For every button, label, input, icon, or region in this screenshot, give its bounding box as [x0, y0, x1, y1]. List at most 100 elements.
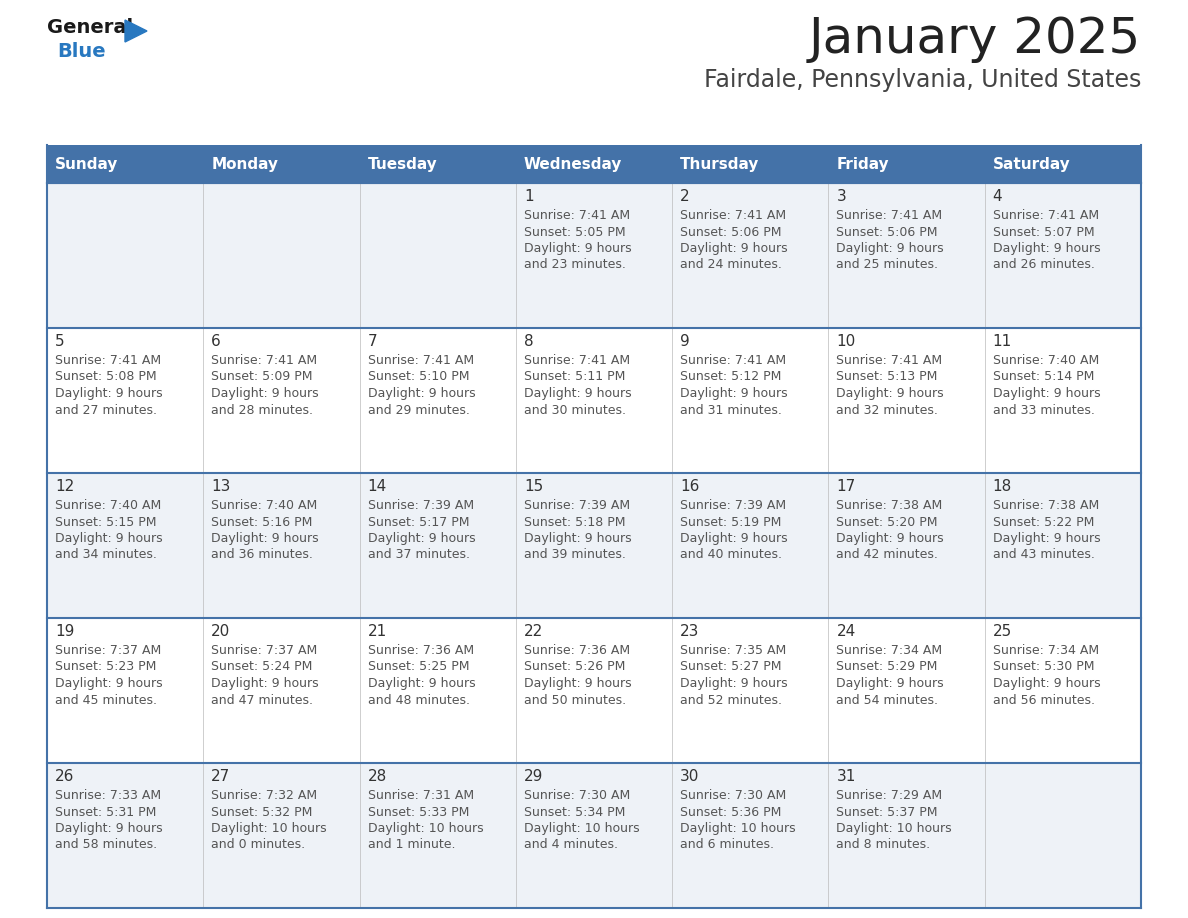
- Text: and 0 minutes.: and 0 minutes.: [211, 838, 305, 852]
- Text: Daylight: 9 hours: Daylight: 9 hours: [681, 387, 788, 400]
- Text: Monday: Monday: [211, 156, 278, 172]
- Text: Sunrise: 7:39 AM: Sunrise: 7:39 AM: [524, 499, 630, 512]
- Bar: [48, 183, 203, 328]
- Text: 8: 8: [524, 334, 533, 349]
- Text: Daylight: 9 hours: Daylight: 9 hours: [836, 677, 944, 690]
- Text: 24: 24: [836, 624, 855, 639]
- Text: Blue: Blue: [57, 42, 106, 61]
- Text: and 23 minutes.: and 23 minutes.: [524, 259, 626, 272]
- Bar: [516, 328, 672, 473]
- Text: 20: 20: [211, 624, 230, 639]
- Text: Sunset: 5:14 PM: Sunset: 5:14 PM: [993, 371, 1094, 384]
- Text: Daylight: 10 hours: Daylight: 10 hours: [681, 822, 796, 835]
- Bar: [672, 328, 828, 473]
- Text: Sunset: 5:37 PM: Sunset: 5:37 PM: [836, 805, 939, 819]
- Text: Daylight: 9 hours: Daylight: 9 hours: [993, 677, 1100, 690]
- Text: Sunrise: 7:38 AM: Sunrise: 7:38 AM: [836, 499, 943, 512]
- Text: Sunrise: 7:35 AM: Sunrise: 7:35 AM: [681, 644, 786, 657]
- Bar: [985, 328, 1140, 473]
- Bar: [516, 618, 672, 763]
- Bar: [828, 473, 985, 618]
- Text: Sunrise: 7:38 AM: Sunrise: 7:38 AM: [993, 499, 1099, 512]
- Text: Daylight: 9 hours: Daylight: 9 hours: [367, 677, 475, 690]
- Text: Sunset: 5:31 PM: Sunset: 5:31 PM: [55, 805, 157, 819]
- Text: 10: 10: [836, 334, 855, 349]
- Text: General: General: [48, 18, 133, 37]
- Text: Sunrise: 7:41 AM: Sunrise: 7:41 AM: [524, 354, 630, 367]
- Text: Sunset: 5:07 PM: Sunset: 5:07 PM: [993, 226, 1094, 239]
- Text: Sunrise: 7:39 AM: Sunrise: 7:39 AM: [367, 499, 474, 512]
- Text: Daylight: 9 hours: Daylight: 9 hours: [836, 387, 944, 400]
- Text: 14: 14: [367, 479, 387, 494]
- Text: Sunset: 5:27 PM: Sunset: 5:27 PM: [681, 660, 782, 674]
- Text: 27: 27: [211, 769, 230, 784]
- Polygon shape: [125, 20, 147, 42]
- Text: 5: 5: [55, 334, 64, 349]
- Text: Sunrise: 7:41 AM: Sunrise: 7:41 AM: [211, 354, 317, 367]
- Text: Sunrise: 7:34 AM: Sunrise: 7:34 AM: [836, 644, 942, 657]
- Text: Daylight: 10 hours: Daylight: 10 hours: [836, 822, 952, 835]
- Text: Sunset: 5:05 PM: Sunset: 5:05 PM: [524, 226, 626, 239]
- Text: Daylight: 10 hours: Daylight: 10 hours: [367, 822, 484, 835]
- Text: Sunrise: 7:33 AM: Sunrise: 7:33 AM: [55, 789, 162, 802]
- Bar: [828, 183, 985, 328]
- Text: Friday: Friday: [836, 156, 889, 172]
- Text: Sunset: 5:25 PM: Sunset: 5:25 PM: [367, 660, 469, 674]
- Text: Sunset: 5:36 PM: Sunset: 5:36 PM: [681, 805, 782, 819]
- Text: Sunset: 5:13 PM: Sunset: 5:13 PM: [836, 371, 937, 384]
- Bar: [672, 183, 828, 328]
- Text: Daylight: 9 hours: Daylight: 9 hours: [681, 532, 788, 545]
- Text: Sunrise: 7:31 AM: Sunrise: 7:31 AM: [367, 789, 474, 802]
- Text: and 24 minutes.: and 24 minutes.: [681, 259, 782, 272]
- Bar: [672, 473, 828, 618]
- Text: Sunset: 5:19 PM: Sunset: 5:19 PM: [681, 516, 782, 529]
- Text: Sunset: 5:11 PM: Sunset: 5:11 PM: [524, 371, 625, 384]
- Text: and 8 minutes.: and 8 minutes.: [836, 838, 930, 852]
- Text: 13: 13: [211, 479, 230, 494]
- Bar: [516, 145, 672, 183]
- Text: Sunset: 5:15 PM: Sunset: 5:15 PM: [55, 516, 157, 529]
- Text: Daylight: 9 hours: Daylight: 9 hours: [993, 532, 1100, 545]
- Text: Daylight: 9 hours: Daylight: 9 hours: [681, 242, 788, 255]
- Bar: [828, 618, 985, 763]
- Text: January 2025: January 2025: [809, 15, 1140, 63]
- Text: Sunset: 5:10 PM: Sunset: 5:10 PM: [367, 371, 469, 384]
- Text: 26: 26: [55, 769, 75, 784]
- Text: 29: 29: [524, 769, 543, 784]
- Text: 16: 16: [681, 479, 700, 494]
- Text: Daylight: 9 hours: Daylight: 9 hours: [211, 532, 318, 545]
- Text: Sunrise: 7:41 AM: Sunrise: 7:41 AM: [836, 209, 942, 222]
- Text: Daylight: 9 hours: Daylight: 9 hours: [55, 677, 163, 690]
- Text: and 58 minutes.: and 58 minutes.: [55, 838, 157, 852]
- Text: and 32 minutes.: and 32 minutes.: [836, 404, 939, 417]
- Text: Sunrise: 7:37 AM: Sunrise: 7:37 AM: [55, 644, 162, 657]
- Text: Daylight: 9 hours: Daylight: 9 hours: [55, 387, 163, 400]
- Text: and 34 minutes.: and 34 minutes.: [55, 548, 157, 562]
- Bar: [203, 473, 360, 618]
- Text: Sunrise: 7:41 AM: Sunrise: 7:41 AM: [993, 209, 1099, 222]
- Bar: [360, 473, 516, 618]
- Bar: [48, 618, 203, 763]
- Bar: [516, 763, 672, 908]
- Text: Sunset: 5:09 PM: Sunset: 5:09 PM: [211, 371, 312, 384]
- Text: and 33 minutes.: and 33 minutes.: [993, 404, 1094, 417]
- Bar: [985, 763, 1140, 908]
- Bar: [672, 618, 828, 763]
- Text: Sunset: 5:20 PM: Sunset: 5:20 PM: [836, 516, 939, 529]
- Text: Sunrise: 7:40 AM: Sunrise: 7:40 AM: [993, 354, 1099, 367]
- Text: and 47 minutes.: and 47 minutes.: [211, 693, 314, 707]
- Text: and 42 minutes.: and 42 minutes.: [836, 548, 939, 562]
- Text: and 26 minutes.: and 26 minutes.: [993, 259, 1094, 272]
- Bar: [985, 473, 1140, 618]
- Text: Daylight: 9 hours: Daylight: 9 hours: [211, 677, 318, 690]
- Text: and 40 minutes.: and 40 minutes.: [681, 548, 782, 562]
- Text: Daylight: 9 hours: Daylight: 9 hours: [836, 532, 944, 545]
- Text: 9: 9: [681, 334, 690, 349]
- Text: and 39 minutes.: and 39 minutes.: [524, 548, 626, 562]
- Text: Daylight: 9 hours: Daylight: 9 hours: [993, 387, 1100, 400]
- Bar: [203, 328, 360, 473]
- Text: 19: 19: [55, 624, 75, 639]
- Text: and 52 minutes.: and 52 minutes.: [681, 693, 782, 707]
- Text: 31: 31: [836, 769, 855, 784]
- Bar: [48, 145, 203, 183]
